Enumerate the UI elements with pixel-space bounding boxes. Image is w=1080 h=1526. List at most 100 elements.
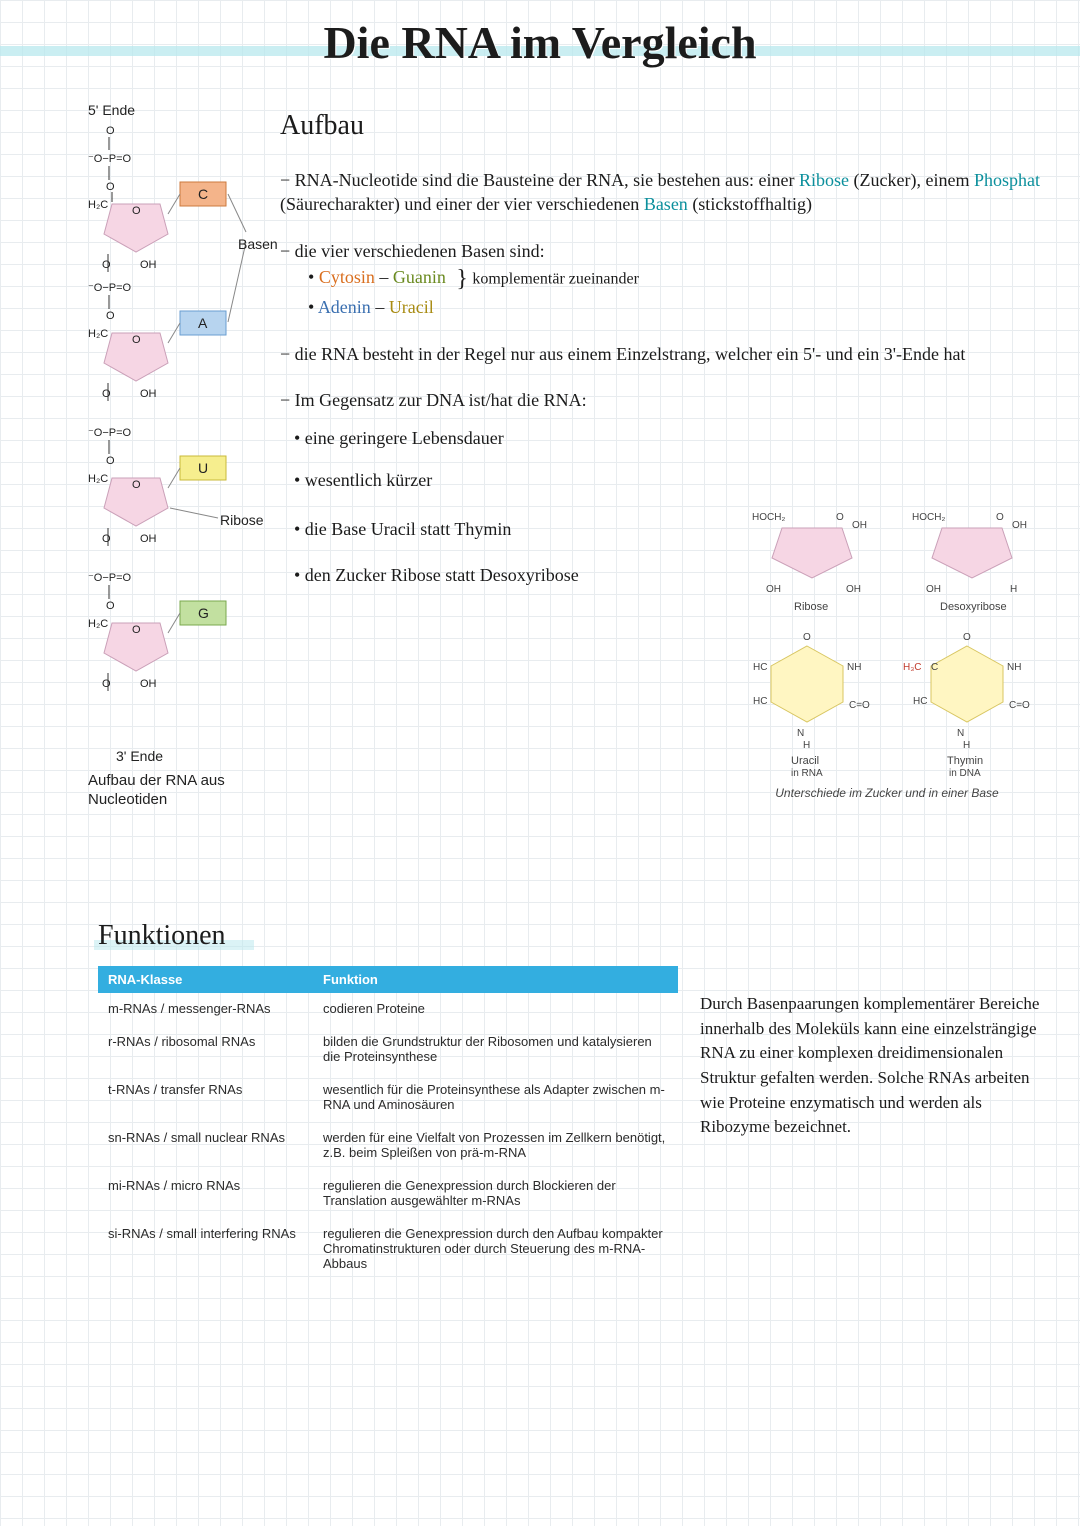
svg-text:O: O	[132, 334, 141, 346]
strand-3prime-label: 3' Ende	[116, 748, 163, 764]
svg-text:OH: OH	[140, 678, 157, 690]
svg-text:O: O	[102, 533, 111, 545]
svg-text:OH: OH	[846, 584, 861, 595]
section-heading-aufbau: Aufbau	[280, 110, 364, 142]
p2-guanin: Guanin	[393, 267, 446, 287]
table-row: si-RNAs / small interfering RNAs regulie…	[98, 1218, 678, 1281]
svg-text:C=O: C=O	[1009, 700, 1030, 711]
svg-text:NH: NH	[1007, 662, 1021, 673]
svg-text:N: N	[797, 728, 804, 739]
p4-b3: • die Base Uracil statt Thymin	[294, 517, 740, 541]
svg-text:O: O	[106, 455, 115, 467]
svg-text:Uracil: Uracil	[791, 755, 819, 767]
svg-text:O: O	[132, 479, 141, 491]
svg-text:OH: OH	[766, 584, 781, 595]
table-cell-klass: sn-RNAs / small nuclear RNAs	[98, 1122, 313, 1170]
side-note-text: Durch Basenpaarungen komplementärer Bere…	[700, 992, 1050, 1140]
svg-text:O: O	[106, 310, 115, 322]
svg-text:G: G	[198, 605, 209, 621]
aufbau-p2: − die vier verschiedenen Basen sind: • C…	[280, 239, 1040, 320]
table-row: mi-RNAs / micro RNAs regulieren die Gene…	[98, 1170, 678, 1218]
aufbau-p4: − Im Gegensatz zur DNA ist/hat die RNA: …	[280, 388, 740, 587]
p2-sep2: –	[371, 297, 389, 317]
table-row: r-RNAs / ribosomal RNAs bilden die Grund…	[98, 1026, 678, 1074]
svg-text:⁻O−P=O: ⁻O−P=O	[88, 427, 132, 439]
table-cell-klass: mi-RNAs / micro RNAs	[98, 1170, 313, 1218]
svg-text:C: C	[198, 186, 208, 202]
svg-text:⁻O−P=O: ⁻O−P=O	[88, 572, 132, 584]
p1-basen: Basen	[644, 194, 688, 214]
table-cell-funktion: regulieren die Genexpression durch Block…	[313, 1170, 678, 1218]
rna-strand-diagram: 5' Ende O ⁻O−P=O O H₂C O O OH C	[88, 108, 263, 818]
p1-pre: − RNA-Nucleotide sind die Bausteine der …	[280, 170, 799, 190]
svg-text:O: O	[106, 600, 115, 612]
p4-b2: • wesentlich kürzer	[294, 468, 740, 492]
svg-text:⁻O−P=O: ⁻O−P=O	[88, 282, 132, 294]
svg-text:OH: OH	[1012, 520, 1027, 531]
svg-text:HC: HC	[753, 662, 767, 673]
svg-text:OH: OH	[140, 388, 157, 400]
table-cell-funktion: regulieren die Genexpression durch den A…	[313, 1218, 678, 1281]
svg-text:O: O	[106, 125, 115, 137]
svg-text:HOCH₂: HOCH₂	[752, 512, 785, 523]
svg-text:Ribose: Ribose	[794, 601, 828, 613]
svg-text:O: O	[836, 512, 844, 523]
svg-text:A: A	[198, 315, 208, 331]
svg-text:O: O	[102, 678, 111, 690]
p2-head: − die vier verschiedenen Basen sind:	[280, 239, 1040, 263]
table-cell-klass: si-RNAs / small interfering RNAs	[98, 1218, 313, 1281]
svg-text:HC: HC	[753, 696, 767, 707]
svg-text:H₂C: H₂C	[88, 328, 108, 340]
svg-text:Thymin: Thymin	[947, 755, 983, 767]
svg-text:⁻O−P=O: ⁻O−P=O	[88, 153, 132, 165]
svg-text:O: O	[996, 512, 1004, 523]
svg-text:O: O	[132, 205, 141, 217]
aufbau-p1: − RNA-Nucleotide sind die Bausteine der …	[280, 168, 1040, 217]
table-cell-funktion: wesentlich für die Proteinsynthese als A…	[313, 1074, 678, 1122]
pointer-ribose-label: Ribose	[220, 512, 264, 528]
svg-text:Desoxyribose: Desoxyribose	[940, 601, 1007, 613]
svg-text:H₂C: H₂C	[88, 473, 108, 485]
svg-text:H: H	[803, 740, 810, 751]
comparison-caption: Unterschiede im Zucker und in einer Base	[732, 786, 1042, 800]
svg-text:H: H	[963, 740, 970, 751]
page-title: Die RNA im Vergleich	[0, 16, 1080, 69]
svg-text:N: N	[957, 728, 964, 739]
p4-b1: • eine geringere Lebensdauer	[294, 426, 740, 450]
svg-text:C=O: C=O	[849, 700, 870, 711]
strand-caption-1: Aufbau der RNA aus	[88, 772, 225, 789]
svg-text:O: O	[963, 632, 971, 643]
comparison-diagram: HOCH₂OOH OHOH Ribose HOCH₂OOH OHH Desoxy…	[732, 500, 1042, 800]
table-cell-funktion: werden für eine Vielfalt von Prozessen i…	[313, 1122, 678, 1170]
svg-text:OH: OH	[852, 520, 867, 531]
table-cell-klass: m-RNAs / messenger-RNAs	[98, 993, 313, 1026]
p1-ribose: Ribose	[799, 170, 849, 190]
table-header-klasse: RNA-Klasse	[98, 966, 313, 993]
svg-text:HC: HC	[913, 696, 927, 707]
p2-uracil: Uracil	[389, 297, 434, 317]
p4-b4: • den Zucker Ribose statt Desoxyribose	[294, 563, 740, 587]
table-cell-klass: t-RNAs / transfer RNAs	[98, 1074, 313, 1122]
svg-text:H₂C: H₂C	[88, 199, 108, 211]
pointer-basen-label: Basen	[238, 236, 278, 252]
table-cell-funktion: codieren Proteine	[313, 993, 678, 1026]
svg-text:in DNA: in DNA	[949, 768, 981, 779]
strand-caption-2: Nucleotiden	[88, 791, 167, 808]
svg-text:O: O	[803, 632, 811, 643]
svg-text:O: O	[102, 259, 111, 271]
svg-text:OH: OH	[140, 259, 157, 271]
p2-bracket-label: komplementär zueinander	[472, 270, 639, 287]
svg-text:O: O	[106, 181, 115, 193]
strand-svg: O ⁻O−P=O O H₂C O O OH C ⁻O−P=O	[88, 122, 263, 770]
svg-text:HOCH₂: HOCH₂	[912, 512, 945, 523]
aufbau-p3: − die RNA besteht in der Regel nur aus e…	[280, 342, 1040, 366]
p1-end: (stickstoffhaltig)	[688, 194, 812, 214]
strand-5prime-label: 5' Ende	[88, 102, 135, 118]
svg-text:H: H	[1010, 584, 1017, 595]
table-header-funktion: Funktion	[313, 966, 678, 993]
side-note: Durch Basenpaarungen komplementärer Bere…	[700, 992, 1050, 1140]
svg-text:C: C	[931, 662, 938, 673]
svg-text:OH: OH	[140, 533, 157, 545]
p1-mid1: (Zucker), einem	[849, 170, 974, 190]
svg-text:OH: OH	[926, 584, 941, 595]
